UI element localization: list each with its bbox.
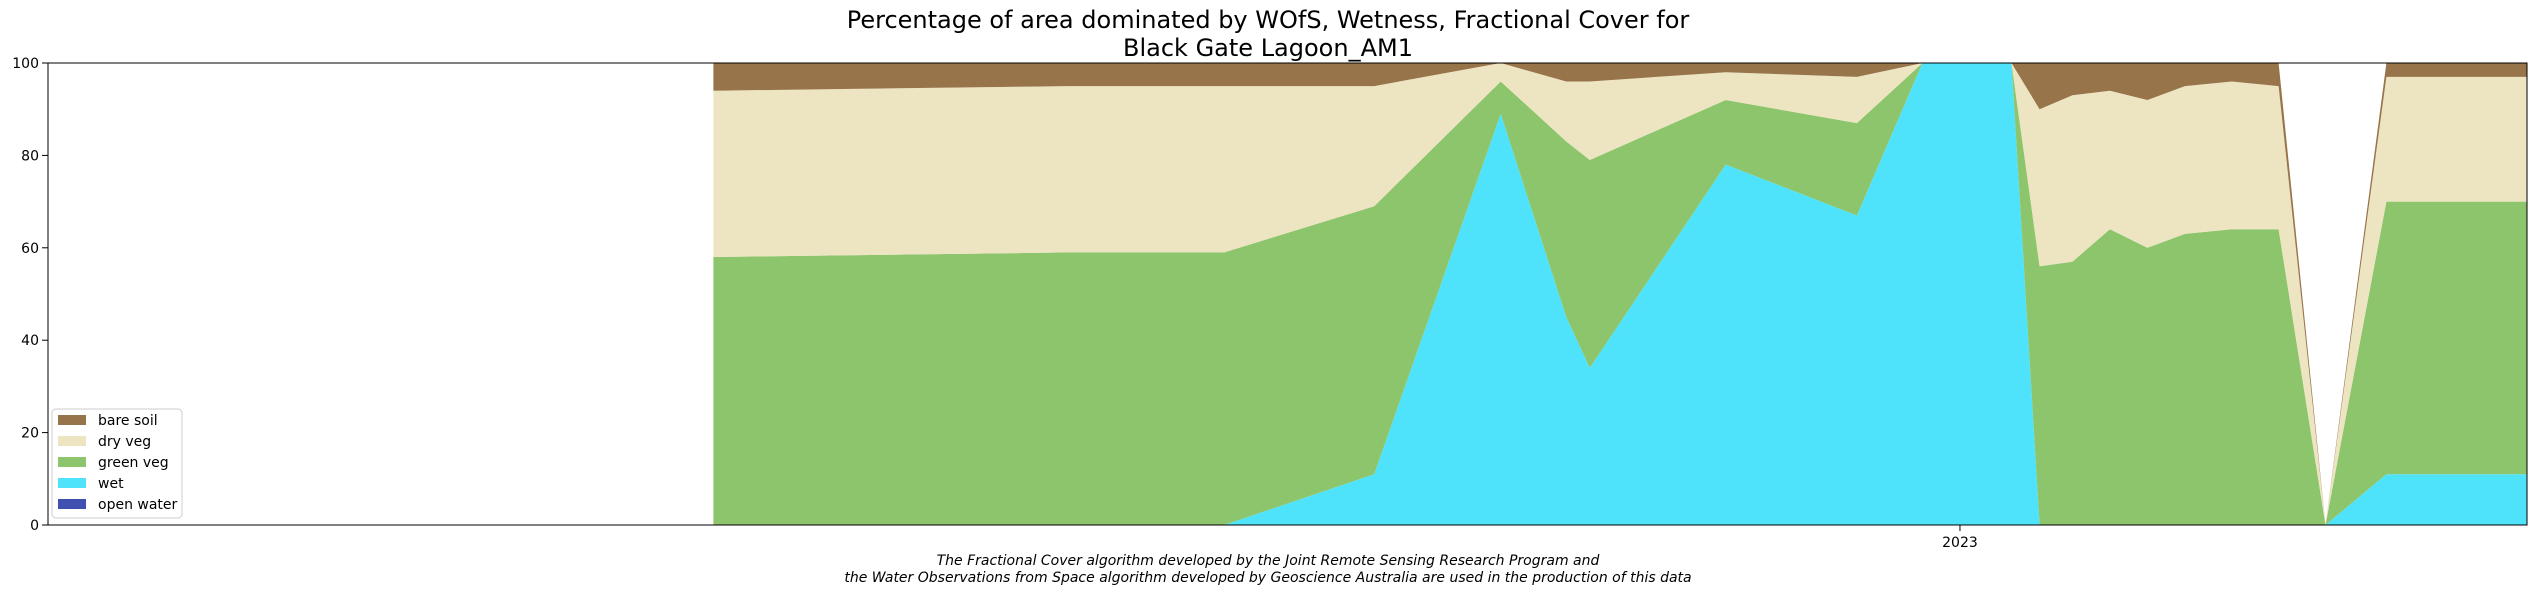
y-tick-label: 40 — [21, 333, 39, 349]
caption-line-1: The Fractional Cover algorithm developed… — [937, 553, 1600, 569]
legend-label-green-veg: green veg — [98, 455, 169, 471]
legend-label-bare-soil: bare soil — [98, 413, 158, 429]
area-green-veg — [713, 63, 2527, 525]
legend-swatch-dry-veg — [58, 436, 86, 446]
legend-label-open-water: open water — [98, 497, 178, 513]
x-tick-label: 2023 — [1942, 535, 1978, 551]
y-axis: 0 20 40 60 80 100 — [12, 56, 48, 534]
legend-swatch-wet — [58, 478, 86, 488]
plot-frame — [47, 62, 2528, 526]
x-axis: 2023 — [1942, 525, 1978, 551]
legend-label-dry-veg: dry veg — [98, 434, 151, 450]
y-tick-label: 20 — [21, 426, 39, 442]
caption-line-2: the Water Observations from Space algori… — [844, 570, 1691, 586]
chart-subtitle: Black Gate Lagoon_AM1 — [1123, 34, 1413, 62]
legend-swatch-bare-soil — [58, 415, 86, 425]
legend-swatch-green-veg — [58, 457, 86, 467]
y-tick-label: 60 — [21, 241, 39, 257]
area-dry-veg — [713, 63, 2527, 525]
area-layer — [713, 63, 2527, 525]
y-tick-label: 80 — [21, 148, 39, 164]
y-tick-label: 100 — [12, 56, 39, 72]
legend: bare soil dry veg green veg wet open wat… — [51, 408, 183, 519]
area-wet — [713, 63, 2527, 525]
legend-swatch-open-water — [58, 499, 86, 509]
chart-title: Percentage of area dominated by WOfS, We… — [847, 6, 1690, 34]
legend-label-wet: wet — [98, 476, 124, 492]
y-tick-label: 0 — [30, 518, 39, 534]
